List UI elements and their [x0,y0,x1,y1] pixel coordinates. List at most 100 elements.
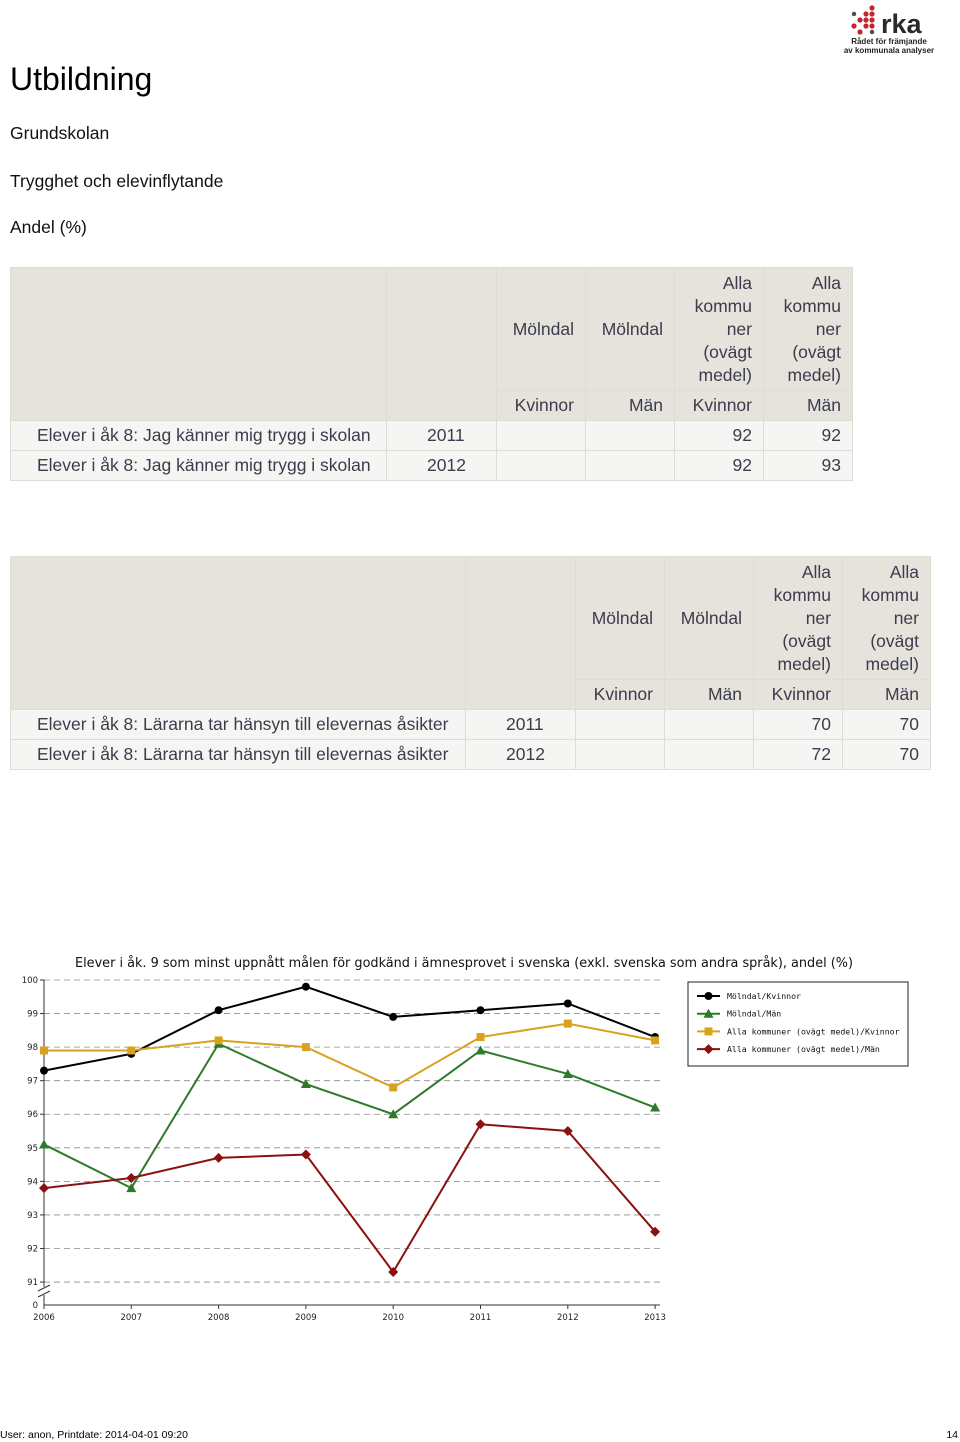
table-row: Elever i åk 8: Lärarna tar hänsyn till e… [10,739,931,770]
cell-value: 92 [674,420,764,451]
y-tick-label: 93 [27,1211,38,1221]
data-point-alla-kommuner-ovagt-medel-kvinnor-2007 [127,1046,136,1055]
data-point-alla-kommuner-ovagt-medel-kvinnor-2006 [40,1046,48,1055]
y-tick-label: 94 [27,1177,38,1187]
data-point-alla-kommuner-ovagt-medel-man-2009 [300,1149,311,1160]
line-chart: Elever i åk. 9 som minst uppnått målen f… [22,956,909,1323]
cell-value [585,450,675,481]
group-label: Alla kommu ner (ovägt medel) [783,272,841,385]
cell-value [664,709,754,740]
cell-value: 70 [842,709,931,740]
header-cell-indicator [10,556,466,710]
row-label: Elever i åk 8: Jag känner mig trygg i sk… [10,420,387,451]
group-label: Alla kommu ner (ovägt medel) [694,272,752,385]
table-header-row: Mölndal Mölndal Alla kommu ner (ovägt me… [10,556,931,710]
row-label: Elever i åk 8: Lärarna tar hänsyn till e… [10,739,466,770]
data-point-alla-kommuner-ovagt-medel-kvinnor-2010 [389,1083,398,1092]
legend-marker-alla-kommuner-ovagt-medel-man [703,1044,714,1055]
series-line-alla-kommuner-ovagt-medel-man [43,1123,656,1274]
y-axis-origin-label: 0 [33,1301,38,1311]
data-table-elevinflytande: Mölndal Mölndal Alla kommu ner (ovägt me… [10,556,931,770]
row-label: Elever i åk 8: Lärarna tar hänsyn till e… [10,709,466,740]
header-cell-sex: Män [664,679,754,710]
table-header-row: Mölndal Mölndal Alla kommu ner (ovägt me… [10,267,853,421]
y-tick-label: 91 [27,1278,38,1288]
unit-label: Andel (%) [10,217,87,237]
footer-page-number: 14 [946,1429,958,1441]
header-cell-group: Alla kommu ner (ovägt medel) [763,267,853,391]
data-point-molndal-man-2013 [650,1102,661,1112]
row-label: Elever i åk 8: Jag känner mig trygg i sk… [10,450,387,481]
table-subheader-row: Kvinnor Män Kvinnor Män [11,679,931,710]
cell-value [575,739,665,770]
data-point-alla-kommuner-ovagt-medel-man-2012 [562,1126,573,1137]
header-cell-group: Mölndal [575,556,665,680]
header-cell-sex: Män [842,679,931,710]
section-heading: Grundskolan [10,123,110,143]
logo-tagline-line1: Rådet för främjande [851,37,927,46]
data-point-alla-kommuner-ovagt-medel-man-2006 [39,1183,49,1194]
group-label: Mölndal [512,318,574,339]
header-cell-group: Mölndal [664,556,754,680]
logo-wordmark: rka [881,9,923,39]
x-tick-label: 2008 [208,1313,230,1323]
legend-label-alla-kommuner-ovagt-medel-kvinnor: Alla kommuner (ovägt medel)/Kvinnor [727,1026,900,1036]
logo-tagline-line2: av kommunala analyser [844,46,934,55]
table-row: Elever i åk 8: Jag känner mig trygg i sk… [10,420,853,451]
y-tick-label: 95 [27,1144,38,1154]
cell-value [664,739,754,770]
legend-marker-molndal-kvinnor [704,992,713,1000]
chart-legend: Mölndal/Kvinnor Mölndal/Män Alla kommuner … [687,981,909,1067]
data-point-alla-kommuner-ovagt-medel-kvinnor-2008 [214,1036,223,1045]
y-tick-label: 99 [27,1010,38,1020]
x-tick-label: 2010 [382,1313,404,1323]
data-point-alla-kommuner-ovagt-medel-man-2008 [213,1152,224,1163]
cell-value: 92 [674,450,764,481]
header-cell-sex: Män [763,390,853,421]
header-cell-indicator [10,267,387,421]
data-point-molndal-kvinnor-2008 [214,1006,223,1015]
data-point-molndal-kvinnor-2010 [389,1012,398,1021]
x-tick-label: 2006 [33,1313,55,1323]
data-point-molndal-man-2006 [39,1139,49,1149]
data-table-trygghet: Mölndal Mölndal Alla kommu ner (ovägt me… [10,267,853,481]
header-cell-sex: Män [585,390,675,421]
x-tick-label: 2009 [295,1313,317,1323]
series-line-molndal-man [43,1042,656,1190]
y-tick-label: 98 [27,1043,38,1053]
row-year: 2012 [386,450,497,481]
header-cell-group: Alla kommu ner (ovägt medel) [674,267,764,391]
data-point-molndal-kvinnor-2009 [301,982,310,991]
x-tick-label: 2011 [470,1313,492,1323]
cell-value [496,420,586,451]
legend-label-molndal-man: Mölndal/Män [727,1009,781,1019]
header-cell-group: Alla kommu ner (ovägt medel) [753,556,843,680]
x-tick-label: 2013 [644,1313,666,1323]
header-cell-sex: Kvinnor [496,390,586,421]
chart-series [39,982,661,1277]
group-label: Mölndal [680,607,742,628]
chart-title: Elever i åk. 9 som minst uppnått målen f… [75,956,853,971]
data-point-molndal-man-2011 [475,1045,486,1055]
subsection-heading: Trygghet och elevinflytande [10,171,224,191]
page-title: Utbildning [10,61,153,97]
header-cell-sex: Kvinnor [753,679,843,710]
table-subheader-row: Kvinnor Män Kvinnor Män [11,390,853,421]
data-point-alla-kommuner-ovagt-medel-man-2010 [388,1266,399,1277]
data-point-molndal-man-2012 [562,1068,573,1078]
y-axis-break-mark [37,1284,51,1298]
cell-value: 93 [763,450,853,481]
row-year: 2011 [465,709,576,740]
data-point-molndal-man-2010 [388,1109,399,1119]
data-point-alla-kommuner-ovagt-medel-man-2007 [126,1173,137,1184]
header-cell-group: Alla kommu ner (ovägt medel) [842,556,931,680]
chart-axes: 100 99 98 97 96 95 94 93 92 91 0 2006 2007 2008 2009 20… [22,976,666,1323]
legend-frame [687,981,909,1067]
legend-marker-molndal-man [703,1008,714,1018]
data-point-molndal-man-2007 [126,1183,137,1193]
cell-value: 70 [842,739,931,770]
header-cell-sex: Kvinnor [674,390,764,421]
cell-value [496,450,586,481]
data-point-alla-kommuner-ovagt-medel-kvinnor-2013 [651,1036,660,1045]
